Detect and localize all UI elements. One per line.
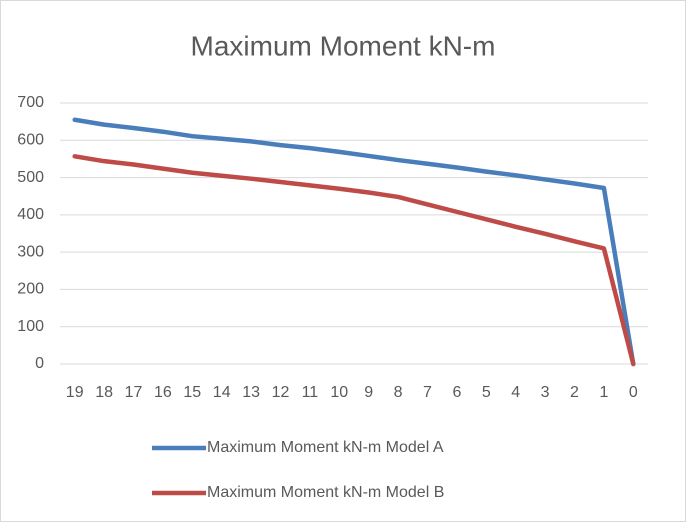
y-tick-label: 300 [17,243,44,260]
x-tick-label: 14 [213,384,231,401]
x-tick-label: 12 [272,384,290,401]
series-line [72,117,636,367]
series-line [72,154,636,367]
y-tick-label: 200 [17,281,44,298]
y-tick-label: 600 [17,132,44,149]
x-tick-label: 11 [302,384,319,401]
y-tick-label: 400 [17,206,44,223]
chart-title: Maximum Moment kN-m [191,30,496,61]
x-tick-label: 1 [599,384,608,401]
x-tick-label: 17 [125,384,143,401]
y-tick-label: 700 [17,94,44,111]
x-tick-label: 4 [511,384,520,401]
x-tick-label: 19 [66,384,84,401]
x-tick-label: 18 [95,384,113,401]
legend-label: Maximum Moment kN-m Model B [207,484,444,501]
y-tick-label: 100 [17,318,44,335]
x-tick-label: 13 [242,384,260,401]
legend-label: Maximum Moment kN-m Model A [207,439,444,456]
y-tick-label: 500 [17,169,44,186]
y-tick-label: 0 [35,355,44,372]
x-tick-label: 0 [629,384,638,401]
x-tick-label: 3 [541,384,550,401]
x-tick-label: 16 [154,384,172,401]
x-tick-label: 5 [482,384,491,401]
x-tick-label: 2 [570,384,579,401]
x-tick-label: 7 [423,384,432,401]
x-tick-label: 10 [330,384,348,401]
x-tick-label: 15 [183,384,201,401]
x-tick-label: 8 [394,384,403,401]
x-tick-label: 6 [452,384,461,401]
x-tick-label: 9 [364,384,373,401]
